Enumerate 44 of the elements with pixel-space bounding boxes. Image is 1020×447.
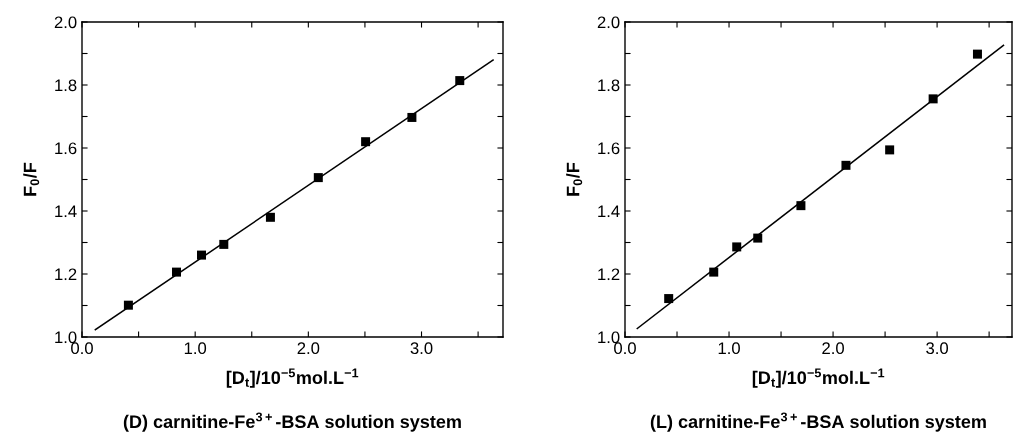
- y-tick-label: 1.8: [598, 79, 620, 92]
- x-tick-label: 2.0: [297, 342, 320, 355]
- y-axis-title: F$_{0}$/F: [23, 162, 40, 196]
- point: [732, 242, 742, 252]
- y-tick-label: 1.8: [55, 79, 77, 92]
- x-tick-label: 0.0: [71, 342, 93, 355]
- y-tick-label: 1.0: [598, 331, 620, 344]
- y-tick-label: 1.6: [55, 142, 77, 155]
- y-tick-label: 1.2: [55, 268, 77, 281]
- point: [219, 239, 229, 249]
- x-axis-title: [D$_{t}$]/10$^{−5}$mol.L$^{−1}$: [752, 368, 885, 388]
- x-tick-label: 3.0: [926, 342, 949, 355]
- point: [455, 76, 465, 86]
- y-tick-label: 2.0: [597, 16, 620, 29]
- point: [841, 160, 851, 170]
- y-tick-label: 1.4: [598, 205, 620, 218]
- point: [709, 267, 719, 277]
- point: [972, 49, 982, 59]
- y-axis-title: F$_{0}$/F: [566, 162, 583, 196]
- point: [313, 173, 323, 183]
- point: [885, 145, 895, 155]
- y-tick-label: 1.4: [55, 205, 77, 218]
- point: [928, 94, 938, 104]
- point: [796, 201, 806, 211]
- point: [407, 112, 417, 122]
- point: [172, 267, 181, 277]
- y-tick-label: 1.2: [598, 268, 620, 281]
- x-tick-label: 1.0: [184, 342, 207, 355]
- x-tick-label: 2.0: [822, 342, 844, 355]
- y-tick-label: 1.6: [598, 142, 620, 155]
- x-tick-label: 3.0: [410, 342, 433, 355]
- text: (D) carnitine-Fe$^{3+}$-BSA solution system: [123, 412, 461, 432]
- point: [123, 300, 133, 310]
- y-tick-label: 1.0: [55, 331, 77, 344]
- point: [664, 294, 674, 304]
- x-tick-label: 0.0: [614, 342, 636, 355]
- y-tick-label: 2.0: [54, 16, 77, 29]
- text: (L) carnitine-Fe$^{3+}$-BSA solution system: [650, 412, 986, 432]
- point: [265, 212, 275, 222]
- x-axis-title: [D$_{t}$]/10$^{−5}$mol.L$^{−1}$: [226, 368, 359, 388]
- point: [361, 137, 371, 147]
- point: [753, 233, 763, 243]
- point: [197, 250, 207, 260]
- x-tick-label: 1.0: [718, 342, 740, 355]
